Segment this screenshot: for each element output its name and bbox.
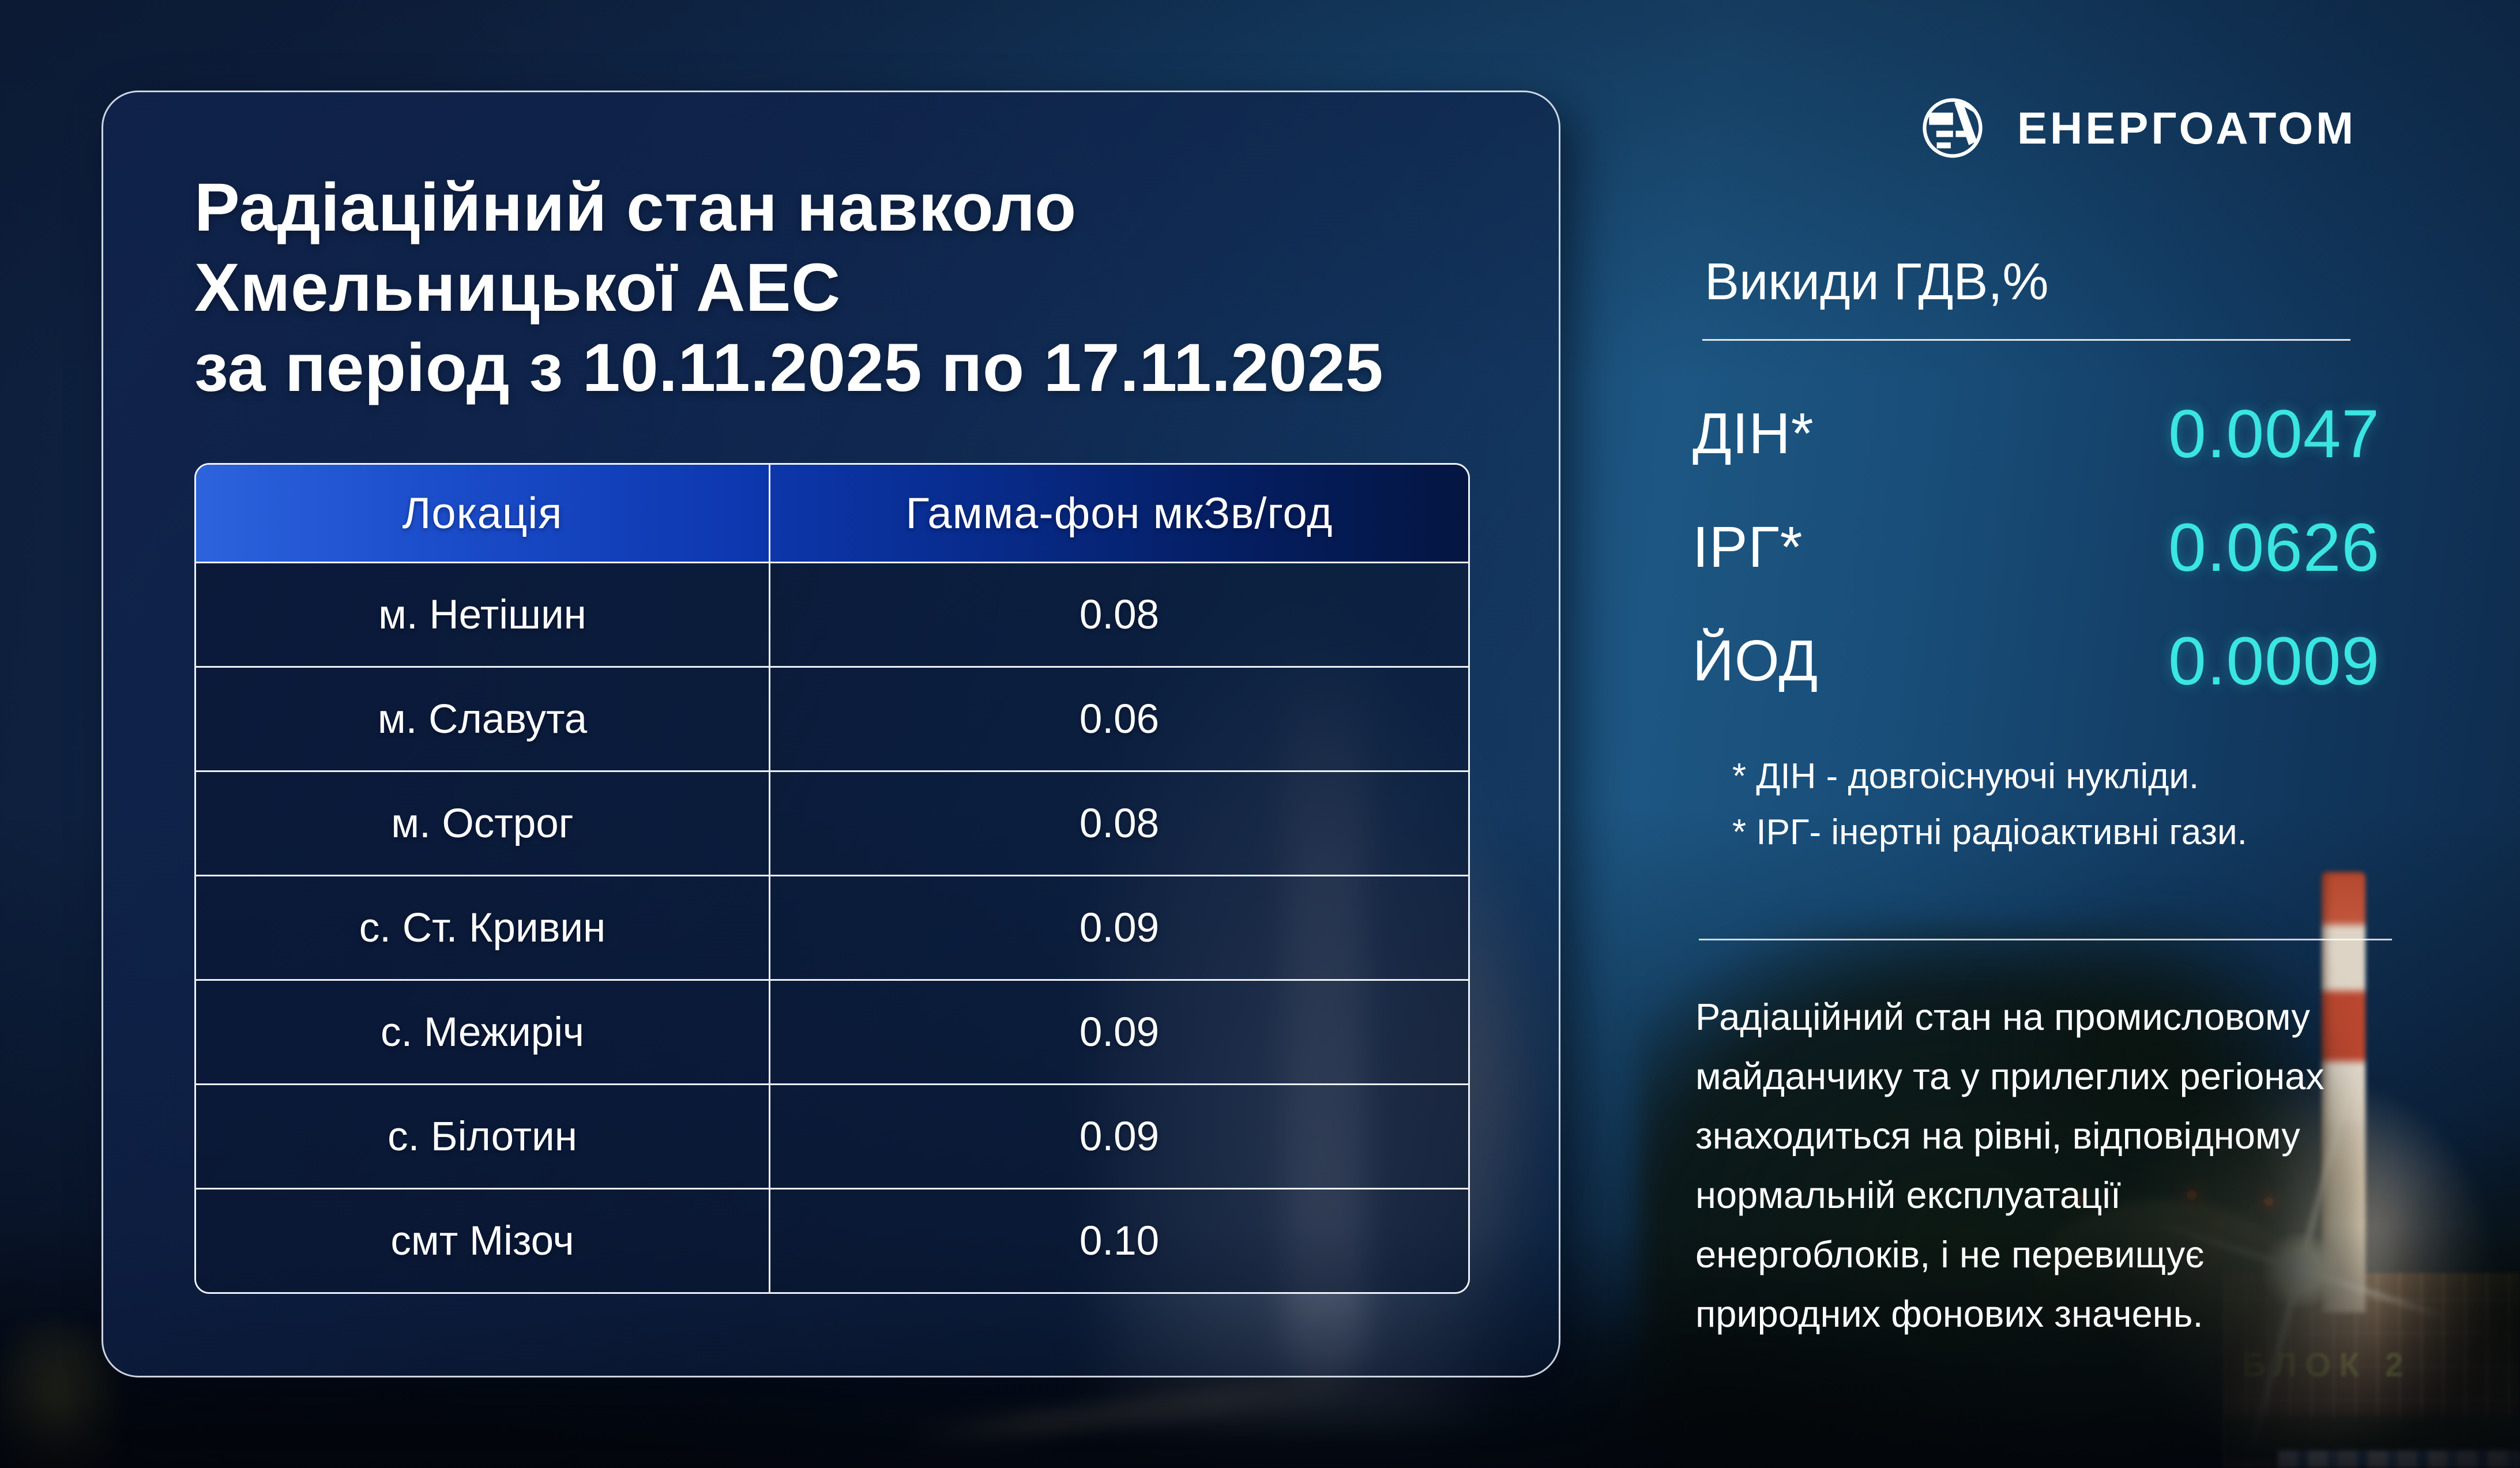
- table-row: с. Межиріч 0.09: [196, 979, 1468, 1083]
- radiation-table: Локація Гамма-фон мкЗв/год м. Нетішин 0.0…: [194, 463, 1470, 1294]
- table-header-row: Локація Гамма-фон мкЗв/год: [196, 465, 1468, 562]
- table-body: м. Нетішин 0.08 м. Славута 0.06 м. Острог 0.0…: [196, 562, 1468, 1292]
- table-row: м. Острог 0.08: [196, 770, 1468, 875]
- emission-label: ІРГ*: [1692, 515, 1803, 579]
- brand-wordmark: ЕНЕРГОАТОМ: [2017, 102, 2357, 153]
- emission-label: ДІН*: [1692, 401, 1814, 466]
- tree-canopy: [1972, 897, 2341, 1203]
- cell-gamma-value: 0.06: [1079, 696, 1160, 742]
- cell-location: м. Нетішин: [196, 563, 770, 666]
- table-row: с. Ст. Кривин 0.09: [196, 875, 1468, 979]
- emission-value: 0.0009: [2168, 623, 2380, 699]
- emissions-footnotes: * ДІН - довгоіснуючі нукліди. * ІРГ- іне…: [1732, 756, 2247, 853]
- table-row: с. Білотин 0.09: [196, 1083, 1468, 1188]
- table-row: смт Мізоч 0.10: [196, 1188, 1468, 1292]
- cell-gamma-value: 0.09: [1079, 1009, 1160, 1055]
- emissions-list: ДІН* 0.0047 ІРГ* 0.0626 ЙОД 0.0009: [1692, 377, 2380, 718]
- energoatom-logo-icon: [1923, 98, 1983, 158]
- cell-gamma-value: 0.08: [1079, 800, 1160, 846]
- cell-location: м. Славута: [196, 668, 770, 770]
- summary-paragraph: Радіаційний стан на промисловому майданч…: [1695, 996, 2325, 1335]
- cell-gamma-value: 0.09: [1079, 1113, 1160, 1160]
- cell-gamma-value: 0.09: [1079, 905, 1160, 951]
- col-header-location: Локація: [196, 465, 770, 562]
- brand-block: ЕНЕРГОАТОМ: [1911, 86, 2356, 170]
- divider-line: [1699, 939, 2392, 940]
- cell-location: с. Ст. Кривин: [196, 876, 770, 979]
- emissions-heading: Викиди ГДВ,%: [1705, 253, 2049, 311]
- divider-line: [1702, 339, 2350, 341]
- emission-row: ЙОД 0.0009: [1692, 604, 2380, 718]
- card-title: Радіаційний стан навколо Хмельницької АЕ…: [194, 170, 1383, 406]
- emission-value: 0.0047: [2168, 396, 2380, 472]
- emission-value: 0.0626: [2168, 509, 2380, 586]
- col-header-gamma: Гамма-фон мкЗв/год: [905, 488, 1333, 538]
- emission-row: ДІН* 0.0047: [1692, 377, 2380, 491]
- emission-label: ЙОД: [1692, 628, 1819, 693]
- cell-gamma-value: 0.08: [1079, 592, 1160, 638]
- cell-location: м. Острог: [196, 772, 770, 875]
- table-row: м. Славута 0.06: [196, 666, 1468, 770]
- emission-row: ІРГ* 0.0626: [1692, 491, 2380, 604]
- cell-location: с. Межиріч: [196, 981, 770, 1083]
- table-row: м. Нетішин 0.08: [196, 562, 1468, 666]
- cell-location: с. Білотин: [196, 1085, 770, 1188]
- cell-location: смт Мізоч: [196, 1190, 770, 1292]
- radiation-card: Радіаційний стан навколо Хмельницької АЕ…: [101, 91, 1560, 1377]
- cell-gamma-value: 0.10: [1079, 1218, 1160, 1264]
